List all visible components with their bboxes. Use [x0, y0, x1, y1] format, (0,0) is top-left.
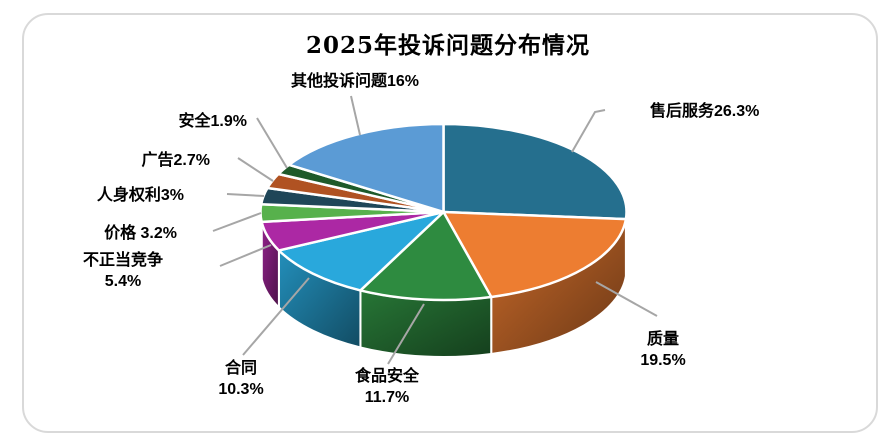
pie-slice-quality[interactable] — [442, 210, 628, 299]
pie-slice-food-safety[interactable] — [359, 210, 493, 302]
leader-line-personal-rights — [226, 193, 265, 197]
pie-slice-other-complaints[interactable] — [287, 122, 445, 214]
leader-line-unfair-competition — [219, 244, 272, 267]
leader-line-other-complaints — [350, 95, 361, 136]
pie-slice-contract[interactable] — [277, 210, 445, 292]
chart-title: 2025年投诉问题分布情况 — [305, 32, 590, 59]
leader-line-contract — [242, 277, 310, 356]
leader-line-quality — [595, 281, 658, 317]
leader-line-advertising — [237, 157, 274, 182]
leader-line-food-safety — [387, 303, 425, 365]
pie-slice-after-sales-service[interactable] — [442, 122, 628, 221]
leader-line-price — [212, 212, 262, 232]
leader-line-safety — [256, 117, 288, 169]
leader-line-after-sales-service — [571, 109, 606, 153]
